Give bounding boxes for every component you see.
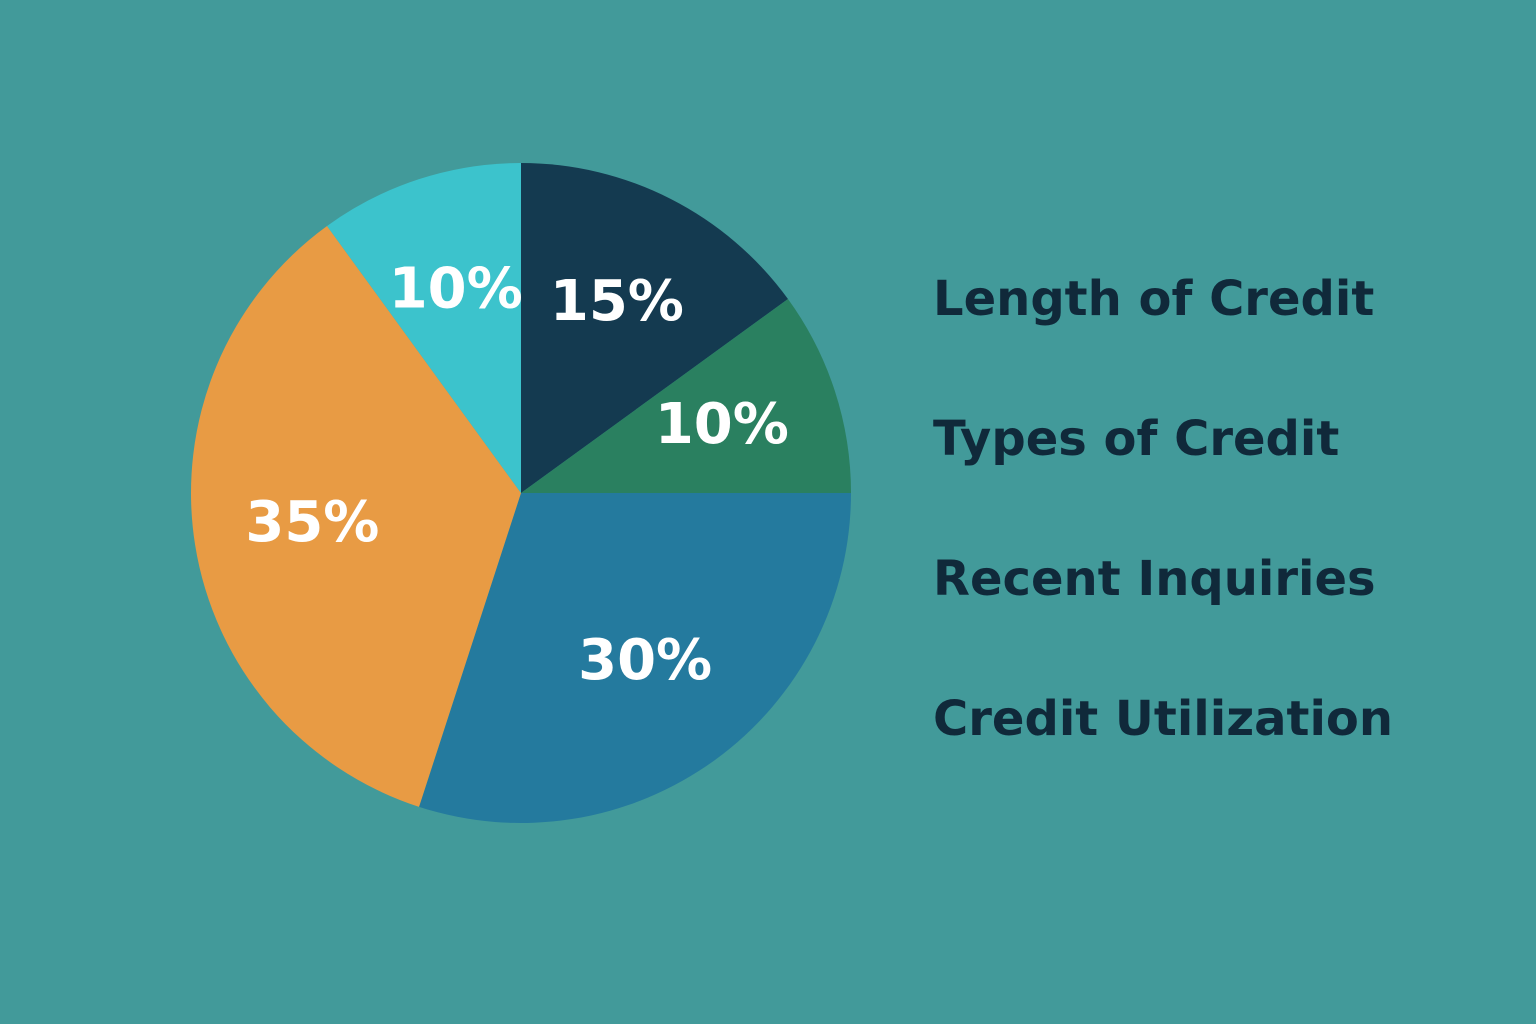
value-label: 30% — [578, 628, 712, 693]
value-label: 15% — [550, 269, 684, 334]
pie-slice — [521, 299, 851, 493]
pie-slice — [419, 493, 851, 823]
legend-label: Types of Credit — [933, 411, 1339, 467]
pie-slice — [327, 163, 521, 493]
legend-label: Credit Utilization — [933, 691, 1393, 747]
value-label: 35% — [245, 490, 379, 555]
pie-slice — [521, 163, 788, 493]
legend-label: Recent Inquiries — [933, 551, 1376, 607]
value-label: 10% — [389, 256, 523, 321]
legend-label: Length of Credit — [933, 271, 1374, 327]
value-label: 10% — [655, 392, 789, 457]
pie-slice — [191, 226, 521, 807]
